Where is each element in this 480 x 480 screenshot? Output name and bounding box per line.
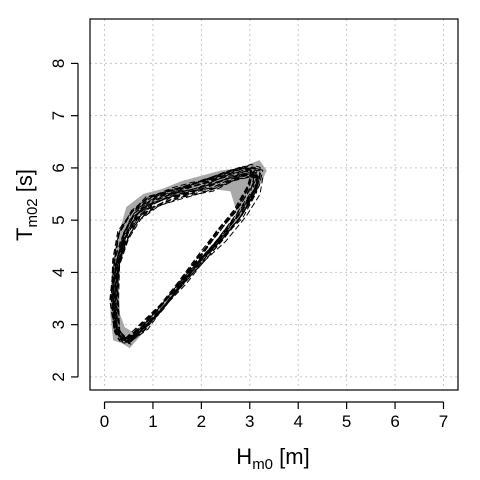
series-line bbox=[115, 174, 258, 345]
series-line bbox=[113, 173, 258, 344]
x-tick-label: 2 bbox=[197, 412, 206, 431]
y-tick-label: 5 bbox=[49, 215, 68, 224]
series-line bbox=[109, 174, 255, 343]
series-line bbox=[111, 166, 258, 341]
plot-frame bbox=[89, 18, 459, 391]
series-line bbox=[110, 168, 255, 341]
axes: 0 1 2 3 4 5 6 7 2 3 4 5 6 7 8 bbox=[49, 59, 448, 431]
series-line bbox=[112, 167, 255, 342]
y-tick-label: 6 bbox=[49, 163, 68, 172]
x-axis-title: Hm0 [m] bbox=[236, 444, 309, 473]
x-tick-label: 3 bbox=[245, 412, 254, 431]
y-tick-label: 8 bbox=[49, 59, 68, 68]
x-tick-label: 5 bbox=[342, 412, 351, 431]
y-axis-title: Tm02 [s] bbox=[12, 169, 41, 241]
y-tick-label: 2 bbox=[49, 372, 68, 381]
series-line bbox=[114, 169, 262, 340]
series-lines bbox=[109, 163, 264, 345]
series-line bbox=[118, 176, 264, 342]
y-tick-label: 4 bbox=[49, 268, 68, 277]
x-tick-label: 4 bbox=[293, 412, 302, 431]
x-tick-label: 7 bbox=[439, 412, 448, 431]
x-tick-label: 1 bbox=[148, 412, 157, 431]
x-tick-label: 6 bbox=[390, 412, 399, 431]
x-tick-label: 0 bbox=[100, 412, 109, 431]
grid bbox=[90, 19, 458, 390]
y-tick-label: 7 bbox=[49, 111, 68, 120]
series-line bbox=[111, 173, 254, 342]
y-tick-label: 3 bbox=[49, 320, 68, 329]
series-line bbox=[110, 165, 253, 341]
